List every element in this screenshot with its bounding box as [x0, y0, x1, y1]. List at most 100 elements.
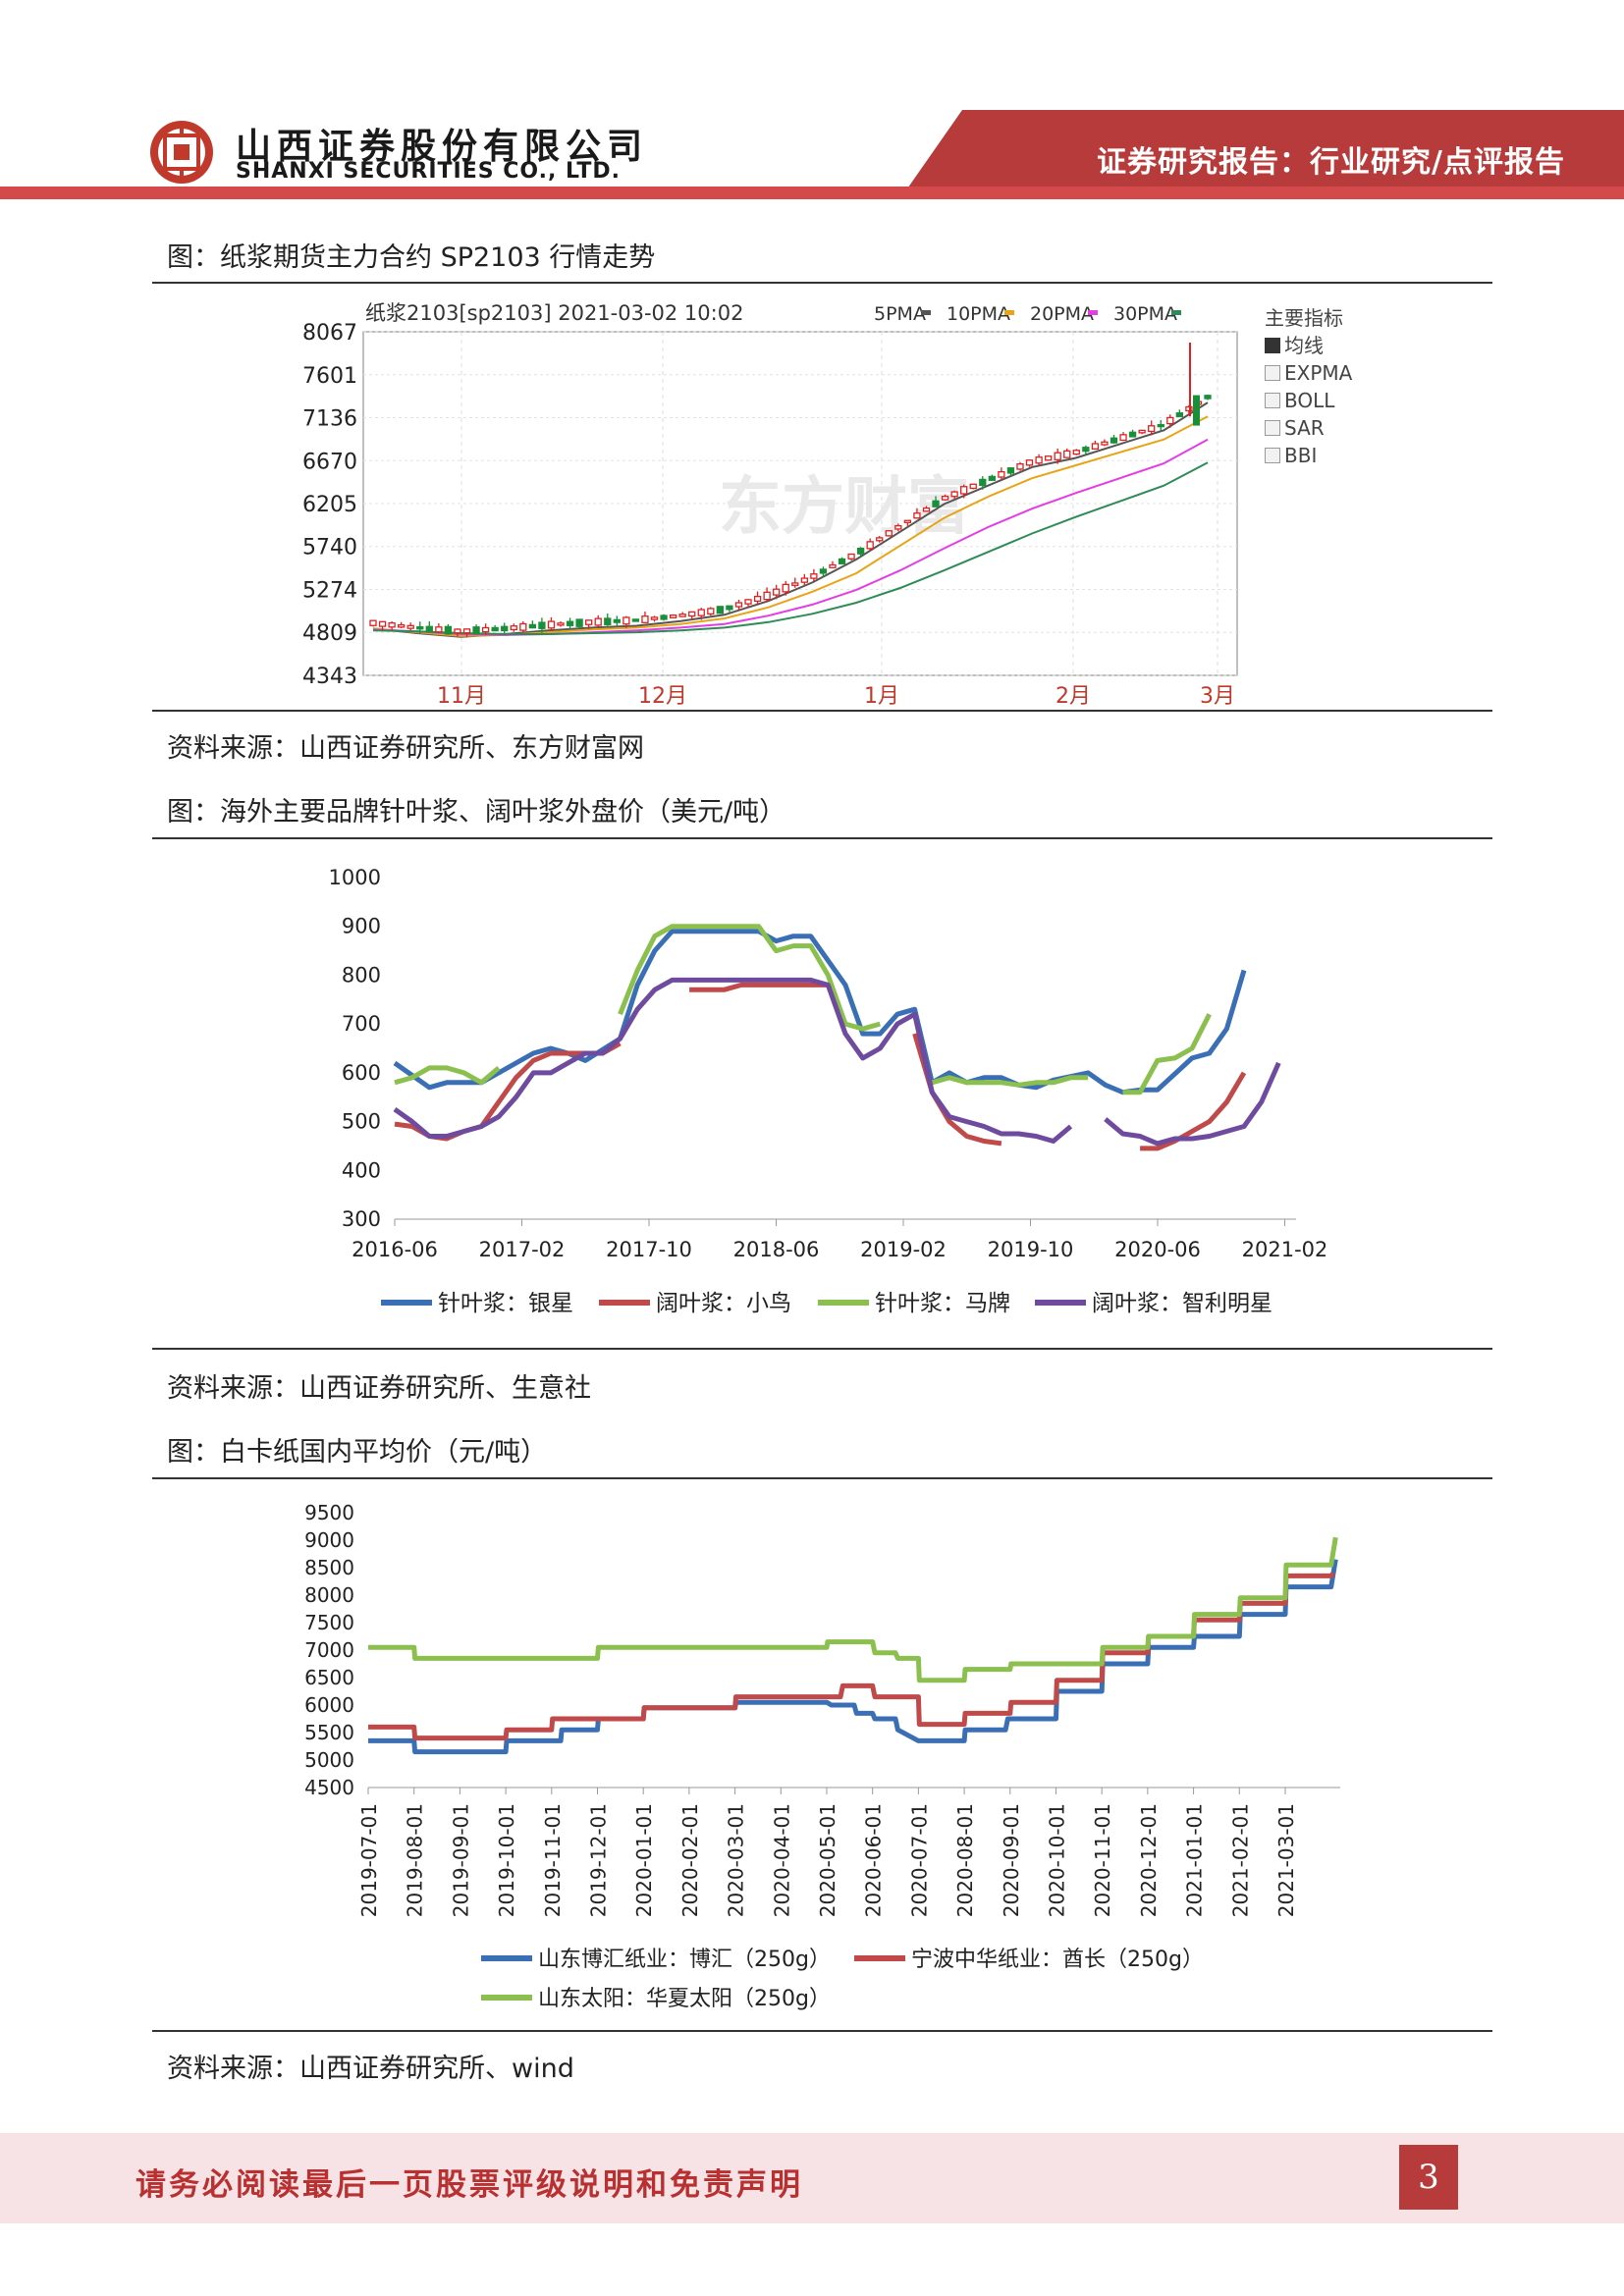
y-tick-label: 8067 [302, 321, 357, 346]
candle-body [753, 596, 762, 602]
candle-body [425, 625, 433, 632]
candle-body [763, 591, 771, 601]
x-tick-label: 11月 [437, 684, 486, 705]
x-tick-label: 2017-02 [479, 1238, 566, 1261]
candle-body [369, 619, 377, 626]
y-tick-label: 300 [342, 1207, 381, 1231]
checkbox-icon[interactable] [1265, 448, 1280, 463]
candle-body [547, 620, 556, 629]
indicator-item[interactable]: BOLL [1265, 387, 1373, 414]
figure-source-1: 资料来源：山西证券研究所、东方财富网 [167, 733, 644, 764]
footer-band [0, 2133, 1624, 2223]
candle-body [1148, 425, 1156, 433]
indicator-panel: 主要指标 均线 EXPMA BOLL SAR BBI [1265, 304, 1373, 469]
company-name-cn: 山西证券股份有限公司 [236, 127, 649, 167]
y-tick-label: 7601 [302, 364, 357, 389]
ma-legend-label: 10PMA [947, 303, 1010, 325]
report-type: 证券研究报告：行业研究/点评报告 [1097, 145, 1565, 180]
y-tick-label: 1000 [329, 866, 381, 889]
indicator-item[interactable]: SAR [1265, 414, 1373, 442]
candle-body [697, 609, 705, 616]
candle-body [501, 625, 509, 632]
candle-body [688, 611, 696, 617]
legend-label: 针叶浆：马牌 [875, 1291, 1010, 1316]
candle-body [481, 626, 490, 633]
y-tick-label: 5274 [302, 579, 357, 604]
candle-body [1119, 434, 1127, 442]
indicator-item[interactable]: 均线 [1265, 332, 1373, 359]
pulp-price-chart: 1000 900 800 700 600 500 400 300 2016-06 2017-02 2… [329, 866, 1326, 1316]
y-tick-label: 700 [342, 1012, 381, 1036]
ma-legend-swatch [1171, 310, 1181, 315]
y-tick-label: 5000 [304, 1748, 354, 1772]
company-name-en: SHANXI SECURITIES CO., LTD. [236, 159, 621, 184]
ivory-board-price-chart: 9500 9000 8500 8000 7500 7000 6500 6000 5500 5000… [304, 1501, 1340, 2011]
figure-rule-bottom-1 [152, 710, 1492, 712]
candle-body [903, 519, 912, 523]
checkbox-icon[interactable] [1265, 393, 1280, 408]
candle-body [734, 602, 743, 608]
legend-label: 阔叶浆：智利明星 [1092, 1291, 1272, 1316]
x-tick-label: 2020-07-01 [907, 1803, 931, 1917]
candle-body [791, 582, 799, 586]
x-tick-label: 2020-06 [1114, 1238, 1201, 1261]
header-ribbon: 证券研究报告：行业研究/点评报告 [903, 110, 1624, 194]
x-tick-label: 2017-10 [606, 1238, 692, 1261]
ma-legend-label: 30PMA [1113, 303, 1177, 325]
candle-body [979, 478, 987, 486]
y-tick-label: 900 [342, 915, 381, 938]
kline-chart: 纸浆2103[sp2103] 2021-03-02 10:02 5PMA 10PMA… [302, 301, 1238, 705]
candle-body [510, 625, 517, 631]
indicator-item[interactable]: BBI [1265, 442, 1373, 469]
candle-body [1166, 416, 1174, 425]
x-tick-label: 2021-02-01 [1228, 1803, 1252, 1917]
x-tick-label: 2019-07-01 [357, 1803, 381, 1917]
header-band [0, 187, 1624, 199]
candle-body [922, 507, 931, 512]
x-tick-label: 3月 [1200, 684, 1235, 705]
candle-body [1157, 423, 1164, 428]
ma-legend-label: 20PMA [1030, 303, 1094, 325]
candle-body [557, 622, 565, 626]
candle-body [416, 625, 424, 630]
candle-body [1006, 467, 1015, 474]
candle-body [782, 583, 789, 593]
x-tick-label: 2019-11-01 [541, 1803, 565, 1917]
indicator-item[interactable]: EXPMA [1265, 359, 1373, 387]
y-tick-label: 7136 [302, 407, 357, 432]
candle-body [856, 547, 865, 555]
candle-body [913, 512, 921, 519]
y-tick-label: 5740 [302, 536, 357, 561]
y-tick-label: 8500 [304, 1556, 354, 1579]
ma-legend-label: 5PMA [874, 303, 926, 325]
indicator-label: BBI [1284, 444, 1318, 467]
figure-rule-bottom-2 [152, 1348, 1492, 1350]
figure-rule-top-1 [152, 282, 1492, 284]
series-line [368, 1559, 1338, 1755]
candle-body [1072, 450, 1080, 455]
x-tick-label: 2019-10-01 [495, 1803, 518, 1917]
figure-rule-top-3 [152, 1477, 1492, 1479]
x-tick-label: 2020-01-01 [632, 1803, 656, 1917]
series-line [393, 977, 1281, 1147]
candle-body [406, 624, 414, 629]
kline-title: 纸浆2103[sp2103] 2021-03-02 10:02 [365, 301, 743, 325]
checkbox-icon[interactable] [1265, 338, 1280, 353]
candle-body [669, 614, 677, 618]
candle-body [538, 621, 546, 629]
checkbox-icon[interactable] [1265, 420, 1280, 436]
candle-body [838, 558, 846, 564]
legend-label: 山东博汇纸业：博汇（250g） [538, 1948, 831, 1972]
x-tick-label: 2020-12-01 [1137, 1803, 1161, 1917]
checkbox-icon[interactable] [1265, 365, 1280, 381]
series-line [368, 1536, 1338, 1683]
ma-legend-swatch [1088, 310, 1098, 315]
x-tick-label: 2020-05-01 [816, 1803, 839, 1917]
candle-body [575, 618, 583, 627]
indicator-title: 主要指标 [1265, 306, 1343, 330]
candle-body [613, 618, 621, 623]
x-tick-label: 2019-12-01 [586, 1803, 610, 1917]
candle-body [1082, 447, 1090, 453]
candle-body [1035, 456, 1043, 464]
x-tick-label: 2018-06 [733, 1238, 820, 1261]
